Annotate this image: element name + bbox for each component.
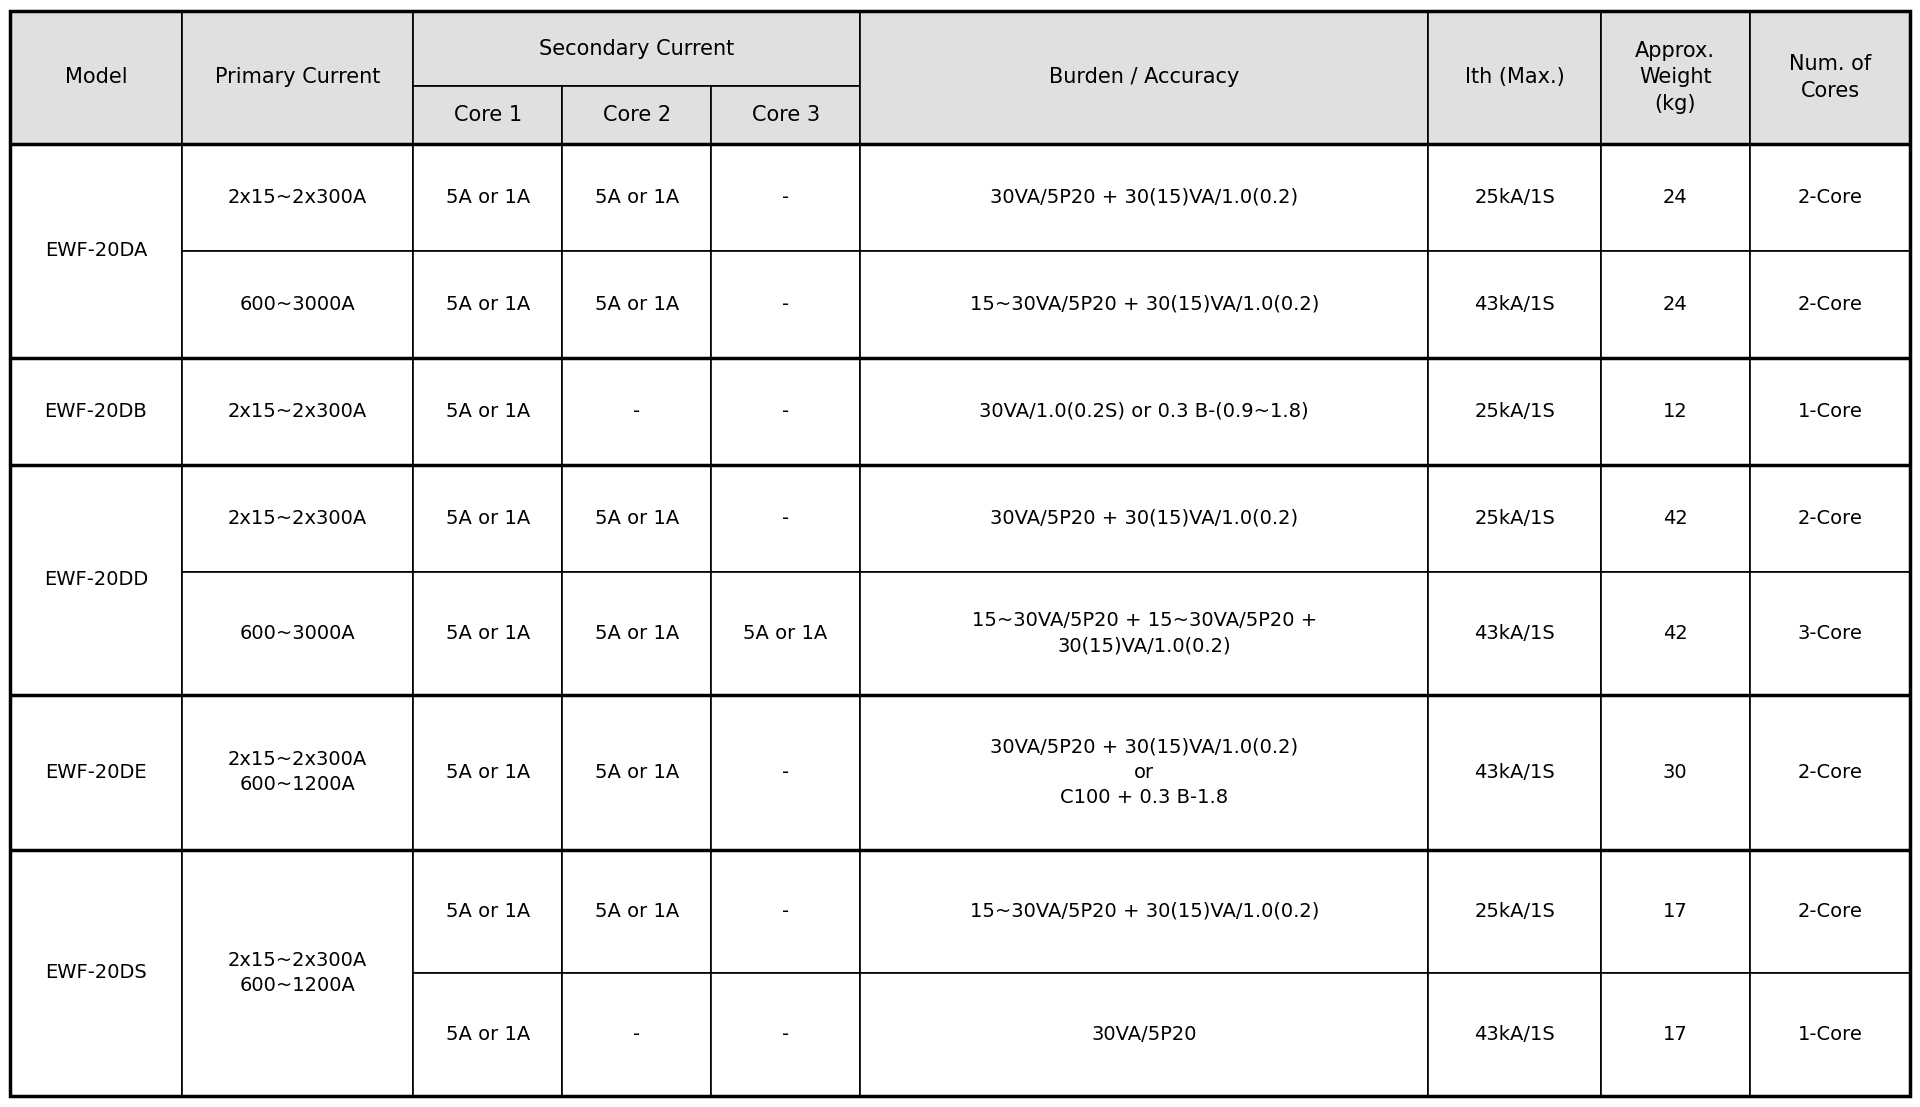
Text: 15~30VA/5P20 + 30(15)VA/1.0(0.2): 15~30VA/5P20 + 30(15)VA/1.0(0.2) [970,902,1319,921]
Bar [413,11,860,86]
Text: 5A or 1A: 5A or 1A [595,902,680,921]
Bar [182,11,413,144]
Text: 15~30VA/5P20 + 30(15)VA/1.0(0.2): 15~30VA/5P20 + 30(15)VA/1.0(0.2) [970,294,1319,314]
Text: -: - [781,188,789,207]
Text: Burden / Accuracy: Burden / Accuracy [1048,68,1240,87]
Bar [1749,144,1910,251]
Bar [1749,465,1910,572]
Text: Primary Current: Primary Current [215,68,380,87]
Bar [413,572,563,695]
Bar [860,144,1428,251]
Bar [710,465,860,572]
Text: Core 3: Core 3 [751,105,820,125]
Bar [710,850,860,973]
Bar [860,973,1428,1096]
Text: 24: 24 [1663,188,1688,207]
Bar [1601,695,1749,850]
Text: 1-Core: 1-Core [1797,1025,1862,1044]
Bar [413,86,563,144]
Text: -: - [634,1025,639,1044]
Bar [1601,572,1749,695]
Text: 5A or 1A: 5A or 1A [595,763,680,782]
Text: 12: 12 [1663,402,1688,421]
Bar [710,973,860,1096]
Text: 2-Core: 2-Core [1797,509,1862,528]
Text: 43kA/1S: 43kA/1S [1475,763,1555,782]
Text: 25kA/1S: 25kA/1S [1475,509,1555,528]
Text: 25kA/1S: 25kA/1S [1475,902,1555,921]
Text: 25kA/1S: 25kA/1S [1475,402,1555,421]
Text: 5A or 1A: 5A or 1A [595,509,680,528]
Bar [860,465,1428,572]
Bar [1749,251,1910,358]
Text: 30VA/5P20: 30VA/5P20 [1091,1025,1196,1044]
Bar [563,973,710,1096]
Text: EWF-20DA: EWF-20DA [44,241,148,260]
Bar [182,695,413,850]
Bar [1428,358,1601,465]
Text: 2x15~2x300A: 2x15~2x300A [228,509,367,528]
Bar [710,144,860,251]
Text: 5A or 1A: 5A or 1A [445,294,530,314]
Text: 5A or 1A: 5A or 1A [445,1025,530,1044]
Bar [860,11,1428,144]
Text: 600~3000A: 600~3000A [240,294,355,314]
Bar [860,850,1428,973]
Text: 5A or 1A: 5A or 1A [445,763,530,782]
Bar [860,358,1428,465]
Bar [1428,144,1601,251]
Bar [563,144,710,251]
Bar [563,695,710,850]
Text: -: - [781,763,789,782]
Bar [1428,850,1601,973]
Text: Model: Model [65,68,127,87]
Bar [860,251,1428,358]
Text: Approx.
Weight
(kg): Approx. Weight (kg) [1636,41,1715,114]
Bar [182,251,413,358]
Bar [710,695,860,850]
Text: 1-Core: 1-Core [1797,402,1862,421]
Bar [1601,973,1749,1096]
Bar [563,465,710,572]
Text: 5A or 1A: 5A or 1A [445,402,530,421]
Text: 5A or 1A: 5A or 1A [595,294,680,314]
Bar [563,572,710,695]
Text: 3-Core: 3-Core [1797,623,1862,643]
Bar [182,144,413,251]
Bar [1749,695,1910,850]
Bar [1428,695,1601,850]
Text: -: - [781,402,789,421]
Text: 43kA/1S: 43kA/1S [1475,1025,1555,1044]
Text: 2x15~2x300A: 2x15~2x300A [228,188,367,207]
Text: 5A or 1A: 5A or 1A [445,902,530,921]
Bar [413,973,563,1096]
Text: 5A or 1A: 5A or 1A [445,188,530,207]
Bar [710,572,860,695]
Text: 5A or 1A: 5A or 1A [595,188,680,207]
Text: 2x15~2x300A
600~1200A: 2x15~2x300A 600~1200A [228,951,367,995]
Text: 30VA/5P20 + 30(15)VA/1.0(0.2): 30VA/5P20 + 30(15)VA/1.0(0.2) [991,188,1298,207]
Text: 2-Core: 2-Core [1797,294,1862,314]
Text: EWF-20DS: EWF-20DS [44,963,146,982]
Text: Ith (Max.): Ith (Max.) [1465,68,1565,87]
Bar [710,358,860,465]
Bar [10,695,182,850]
Bar [10,358,182,465]
Text: EWF-20DE: EWF-20DE [44,763,146,782]
Text: -: - [781,509,789,528]
Bar [1749,850,1910,973]
Text: 5A or 1A: 5A or 1A [445,509,530,528]
Bar [1428,465,1601,572]
Bar [1601,11,1749,144]
Text: Secondary Current: Secondary Current [540,39,733,59]
Text: -: - [781,902,789,921]
Bar [1601,465,1749,572]
Bar [413,465,563,572]
Text: 30VA/5P20 + 30(15)VA/1.0(0.2)
or
C100 + 0.3 B-1.8: 30VA/5P20 + 30(15)VA/1.0(0.2) or C100 + … [991,738,1298,807]
Bar [710,251,860,358]
Text: 43kA/1S: 43kA/1S [1475,294,1555,314]
Bar [1428,572,1601,695]
Text: 600~3000A: 600~3000A [240,623,355,643]
Bar [710,86,860,144]
Bar [413,251,563,358]
